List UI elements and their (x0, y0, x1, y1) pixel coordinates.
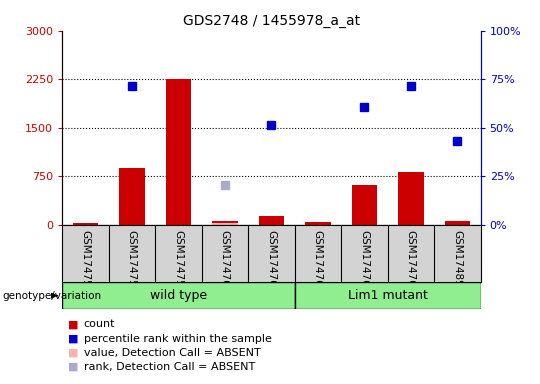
Bar (212, 223, 238, 225)
FancyArrowPatch shape (52, 293, 57, 298)
Text: ■: ■ (68, 334, 78, 344)
Text: ■: ■ (68, 362, 78, 372)
Text: GSM174762: GSM174762 (313, 230, 323, 294)
Text: GSM174757: GSM174757 (80, 230, 90, 294)
Text: count: count (84, 319, 115, 329)
Text: Lim1 mutant: Lim1 mutant (348, 289, 428, 302)
Bar (119, 169, 145, 225)
Bar (62, 282, 295, 309)
Bar (295, 282, 481, 309)
Bar (259, 216, 284, 225)
Text: percentile rank within the sample: percentile rank within the sample (84, 334, 272, 344)
Text: GSM174761: GSM174761 (266, 230, 276, 294)
Text: rank, Detection Call = ABSENT: rank, Detection Call = ABSENT (84, 362, 255, 372)
Text: GSM174758: GSM174758 (127, 230, 137, 294)
Bar (444, 221, 470, 225)
Text: GSM174764: GSM174764 (406, 230, 416, 294)
Text: GSM174760: GSM174760 (220, 230, 230, 294)
Text: GSM174763: GSM174763 (359, 230, 369, 294)
Title: GDS2748 / 1455978_a_at: GDS2748 / 1455978_a_at (183, 14, 360, 28)
Bar (398, 172, 424, 225)
Bar (166, 79, 191, 225)
Text: GSM174759: GSM174759 (173, 230, 184, 294)
Text: wild type: wild type (150, 289, 207, 302)
Text: genotype/variation: genotype/variation (3, 291, 102, 301)
Text: value, Detection Call = ABSENT: value, Detection Call = ABSENT (84, 348, 260, 358)
Bar (305, 222, 330, 225)
Bar (72, 223, 98, 225)
Text: ■: ■ (68, 319, 78, 329)
Bar (352, 185, 377, 225)
Text: GSM174891: GSM174891 (453, 230, 462, 294)
Bar (212, 222, 238, 225)
Text: ■: ■ (68, 348, 78, 358)
